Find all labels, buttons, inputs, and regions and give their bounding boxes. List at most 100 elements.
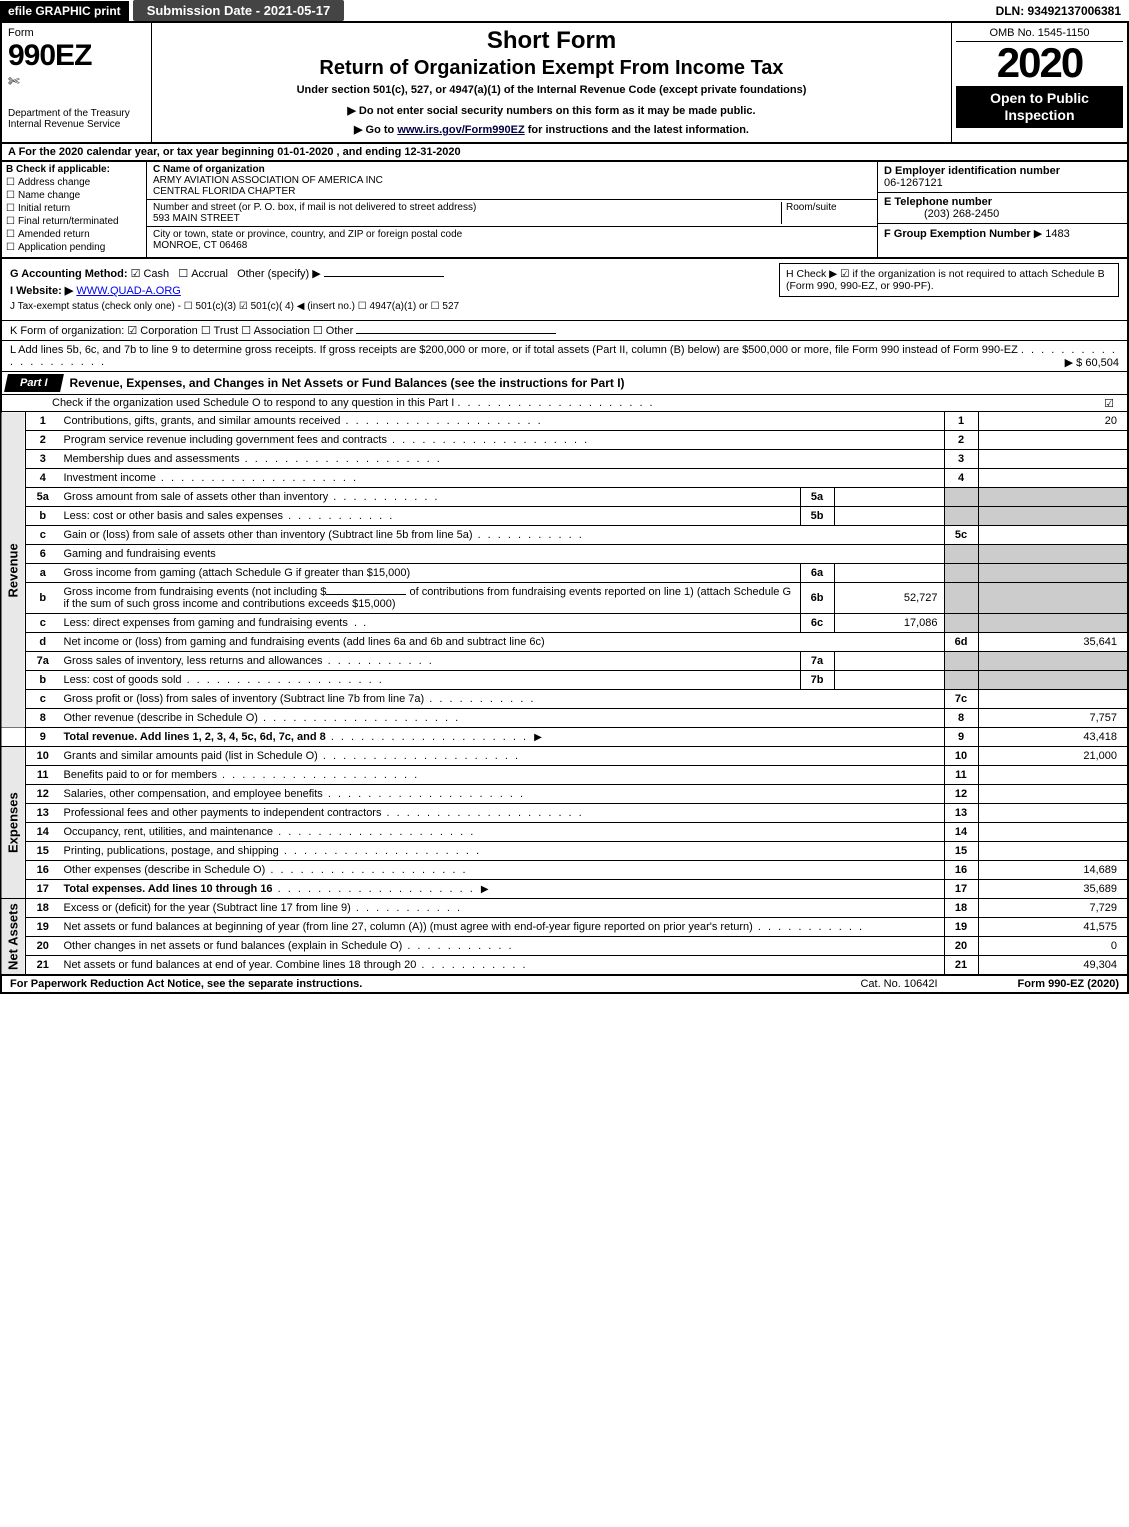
ln-6c: c [26,614,60,633]
section-def: D Employer identification number 06-1267… [877,162,1127,257]
rv-7a-shade [978,652,1128,671]
k-other-input[interactable] [356,333,556,334]
rv-6a-shade [978,564,1128,583]
sv-6b: 52,727 [834,583,944,614]
part1-tag: Part I [4,374,63,392]
e-label: E Telephone number [884,196,992,208]
ln-16: 16 [26,861,60,880]
d-17: Total expenses. Add lines 10 through 16 [64,883,273,895]
rn-6-shade [944,545,978,564]
vside-netassets: Net Assets [1,899,26,975]
tax-year: 2020 [956,42,1123,84]
rv-14 [978,823,1128,842]
chk-amended-return[interactable] [6,229,18,240]
chk-name-change[interactable] [6,190,18,201]
chk-application-pending[interactable] [6,242,18,253]
rn-4: 4 [944,469,978,488]
d-2: Program service revenue including govern… [64,434,387,446]
main-table: Revenue 1 Contributions, gifts, grants, … [0,412,1129,975]
section-b: B Check if applicable: Address change Na… [2,162,147,257]
section-b-title: B Check if applicable: [6,164,142,175]
d-value: 06-1267121 [884,177,943,189]
dept-label: Department of the Treasury [8,108,145,119]
chk-cash[interactable] [131,268,144,280]
rv-10: 21,000 [978,747,1128,766]
chk-initial-return[interactable] [6,203,18,214]
ln-8: 8 [26,709,60,728]
rv-8: 7,757 [978,709,1128,728]
rv-16: 14,689 [978,861,1128,880]
d-label: D Employer identification number [884,165,1060,177]
d-6d: Net income or (loss) from gaming and fun… [64,636,545,648]
rn-9: 9 [944,728,978,747]
rv-18: 7,729 [978,899,1128,918]
l-amount: ▶ $ 60,504 [1065,356,1119,369]
chk-address-change[interactable] [6,177,18,188]
ln-7b: b [26,671,60,690]
form-word: Form [8,27,145,39]
opt-initial-return: Initial return [18,203,70,214]
rv-5a-shade [978,488,1128,507]
ln-12: 12 [26,785,60,804]
opt-name-change: Name change [18,190,80,201]
ln-14: 14 [26,823,60,842]
submission-date: Submission Date - 2021-05-17 [133,0,345,21]
short-form-title: Short Form [160,27,943,55]
rv-5b-shade [978,507,1128,526]
d-16: Other expenses (describe in Schedule O) [64,864,266,876]
line-j: J Tax-exempt status (check only one) - ☐… [10,301,1119,312]
website-link[interactable]: WWW.QUAD-A.ORG [76,285,181,297]
sv-6a [834,564,944,583]
sv-5b [834,507,944,526]
d-8: Other revenue (describe in Schedule O) [64,712,258,724]
rn-12: 12 [944,785,978,804]
arrow-icon [531,731,545,743]
rn-2: 2 [944,431,978,450]
rn-16: 16 [944,861,978,880]
rn-19: 19 [944,918,978,937]
l-text: L Add lines 5b, 6c, and 7b to line 9 to … [10,344,1018,356]
opt-amended-return: Amended return [18,229,90,240]
goto-link[interactable]: www.irs.gov/Form990EZ [397,124,524,136]
g-other-input[interactable] [324,276,444,277]
c-label: C Name of organization [153,164,265,175]
rv-4 [978,469,1128,488]
ln-19: 19 [26,918,60,937]
rv-2 [978,431,1128,450]
6b-blank[interactable] [326,594,406,595]
rn-6b-shade [944,583,978,614]
opt-application-pending: Application pending [18,242,105,253]
ln-3: 3 [26,450,60,469]
rn-7c: 7c [944,690,978,709]
opt-final-return: Final return/terminated [18,216,119,227]
opt-address-change: Address change [18,177,90,188]
ln-6d: d [26,633,60,652]
chk-final-return[interactable] [6,216,18,227]
d-5a: Gross amount from sale of assets other t… [64,491,329,503]
g-accrual: Accrual [191,268,228,280]
efile-label: efile GRAPHIC print [0,1,129,21]
rv-7b-shade [978,671,1128,690]
k-text: K Form of organization: ☑ Corporation ☐ … [10,325,353,337]
street-label: Number and street (or P. O. box, if mail… [153,202,476,213]
sn-6b: 6b [800,583,834,614]
d-4: Investment income [64,472,156,484]
row-a-period: A For the 2020 calendar year, or tax yea… [0,144,1129,162]
d-18: Excess or (deficit) for the year (Subtra… [64,902,351,914]
chk-accrual[interactable] [178,268,191,280]
d-5b: Less: cost or other basis and sales expe… [64,510,284,522]
footer-pra: For Paperwork Reduction Act Notice, see … [10,978,362,990]
d-14: Occupancy, rent, utilities, and maintena… [64,826,274,838]
rn-14: 14 [944,823,978,842]
irs-label: Internal Revenue Service [8,119,145,130]
goto-pre: ▶ Go to [354,124,397,136]
org-info-block: B Check if applicable: Address change Na… [0,162,1129,259]
sched-o-line: Check if the organization used Schedule … [0,395,1129,412]
d-1: Contributions, gifts, grants, and simila… [64,415,341,427]
ln-6: 6 [26,545,60,564]
chk-sched-o[interactable] [1104,397,1117,410]
ln-7c: c [26,690,60,709]
footer: For Paperwork Reduction Act Notice, see … [0,975,1129,994]
sn-6a: 6a [800,564,834,583]
ln-10: 10 [26,747,60,766]
